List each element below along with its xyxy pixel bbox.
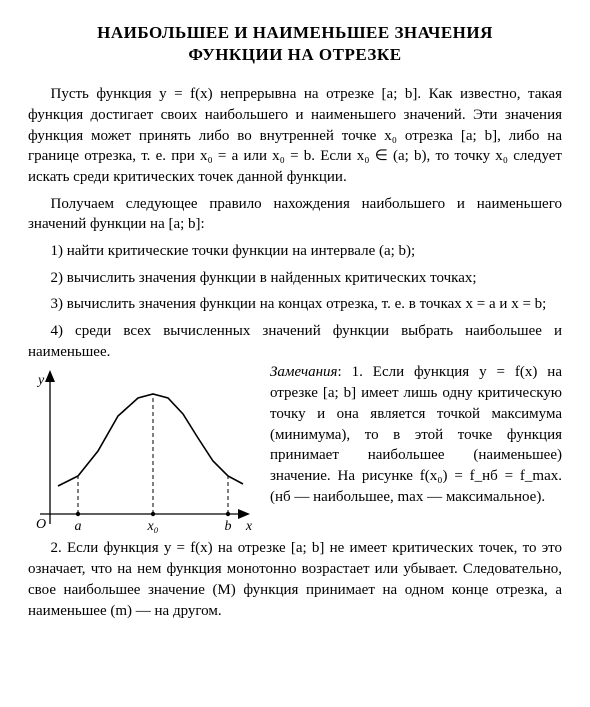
svg-text:x₀: x₀ <box>146 519 158 534</box>
svg-text:x: x <box>245 519 253 534</box>
title-line-2: ФУНКЦИИ НА ОТРЕЗКЕ <box>188 45 401 64</box>
chart-svg: a x₀ bx y O <box>28 366 258 536</box>
list-item-2: 2) вычислить значения функции в найденны… <box>28 268 562 289</box>
page-container: НАИБОЛЬШЕЕ И НАИМЕНЬШЕЕ ЗНАЧЕНИЯ ФУНКЦИИ… <box>0 0 590 707</box>
page-title: НАИБОЛЬШЕЕ И НАИМЕНЬШЕЕ ЗНАЧЕНИЯ ФУНКЦИИ… <box>28 22 562 66</box>
list-item-4-and-remark: 4) среди всех вычисленных значений функц… <box>28 321 562 507</box>
svg-text:b: b <box>225 519 232 534</box>
remark-label: Замечания <box>270 364 338 380</box>
remark-2: 2. Если функция y = f(x) на отрезке [a; … <box>28 538 562 621</box>
function-chart: a x₀ bx y O <box>28 366 258 536</box>
remark-1-body: : 1. Если функция y = f(x) на отрезке [a… <box>270 364 562 504</box>
svg-text:y: y <box>36 373 45 388</box>
svg-text:a: a <box>75 519 82 534</box>
title-line-1: НАИБОЛЬШЕЕ И НАИМЕНЬШЕЕ ЗНАЧЕНИЯ <box>97 23 493 42</box>
list-item-4: 4) среди всех вычисленных значений функц… <box>28 321 562 362</box>
paragraph-1: Пусть функция y = f(x) непрерывна на отр… <box>28 84 562 187</box>
remark-text: Замечания: 1. Если функция y = f(x) на о… <box>270 364 562 504</box>
list-item-1: 1) найти критические точки функции на ин… <box>28 241 562 262</box>
list-item-3: 3) вычислить значения функции на концах … <box>28 294 562 315</box>
paragraph-2: Получаем следующее правило нахождения на… <box>28 194 562 235</box>
svg-text:O: O <box>36 517 46 532</box>
